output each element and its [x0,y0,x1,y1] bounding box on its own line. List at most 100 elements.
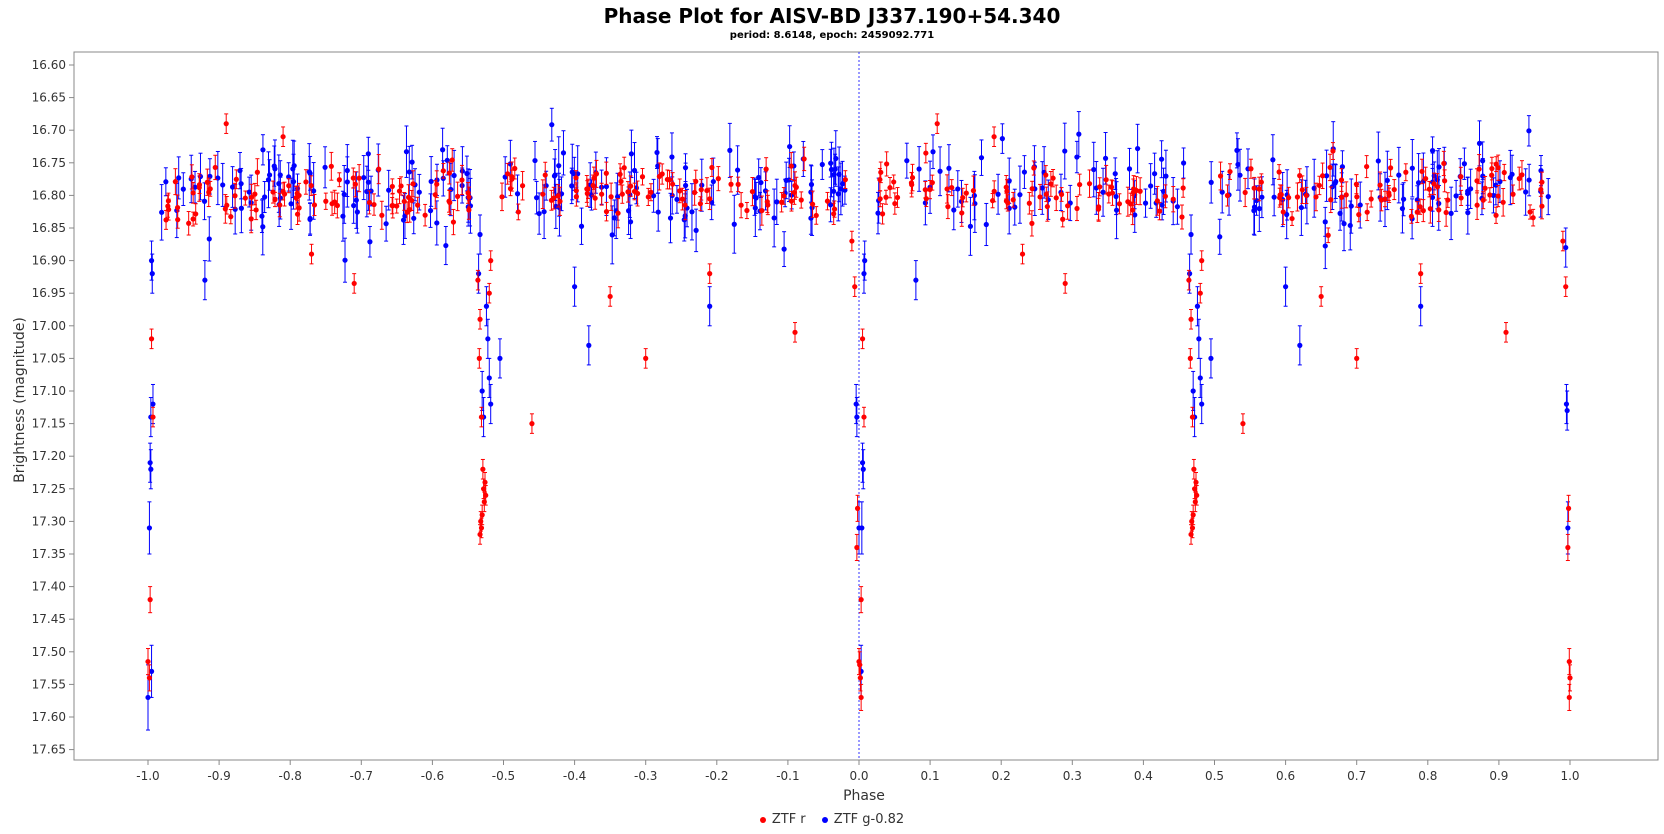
data-point [590,182,596,189]
data-point [410,181,416,187]
data-point [509,173,515,180]
data-point [983,221,989,228]
data-point [792,182,798,189]
y-tick-label: 16.70 [32,123,66,137]
data-point [1219,189,1225,195]
y-tick-label: 16.75 [32,156,66,170]
data-point [704,187,710,194]
data-point [1258,179,1264,185]
data-point [464,170,470,177]
data-point [1441,160,1447,167]
plot-frame [73,51,1659,761]
data-point [1423,176,1429,182]
data-point [1480,158,1486,164]
data-point [1193,479,1199,485]
data-point [163,217,169,223]
data-point [150,414,156,420]
data-point [1029,220,1035,226]
data-point [879,211,886,217]
data-point [1480,197,1486,203]
data-point [449,157,455,163]
data-point [831,211,837,217]
data-point [159,209,165,215]
data-point [206,236,212,242]
data-point [201,198,208,204]
y-tick-label: 17.25 [32,482,66,496]
data-point [759,208,765,214]
data-point [1297,342,1303,348]
data-point [615,210,621,216]
data-point [288,201,294,207]
data-point [328,163,334,169]
x-tick-label: -0.6 [421,769,444,783]
data-point [781,193,787,199]
data-point [849,238,855,244]
data-point [1174,204,1181,210]
data-point [352,181,358,187]
data-point [682,202,688,208]
data-point [894,194,901,201]
data-point [1503,329,1509,335]
data-point [497,355,503,361]
x-tick-label: -0.5 [492,769,515,783]
data-point [466,207,472,213]
data-point [356,175,362,181]
data-point [970,188,977,194]
data-point [1003,184,1009,190]
data-point [1113,193,1119,200]
data-point [677,188,683,194]
data-point [163,179,169,185]
data-point [1510,191,1516,197]
data-point [667,215,674,221]
data-point [798,197,804,203]
data-point [854,414,860,420]
data-point [1500,199,1506,205]
data-point [631,188,638,195]
data-point [1538,186,1544,193]
data-point [1043,172,1049,178]
data-point [364,188,370,195]
data-point [459,177,465,183]
data-point [286,183,292,189]
data-point [1357,202,1363,208]
data-point [1526,177,1532,183]
data-point [480,466,486,472]
data-point [555,193,561,199]
data-point [1330,148,1336,154]
data-point [1519,172,1525,178]
y-axis-label: Brightness (magnitude) [12,317,28,483]
data-point [852,284,858,290]
data-point [599,191,605,197]
data-point [904,158,910,164]
data-point [1526,128,1532,134]
data-point [963,190,969,196]
data-point [1112,171,1118,177]
data-point [308,251,315,257]
data-point [186,220,192,226]
data-point [1339,164,1346,170]
data-point [220,182,226,188]
data-point [478,518,484,525]
data-point [771,215,777,221]
data-point [322,164,328,170]
data-point [1418,303,1424,309]
data-point [1190,388,1196,394]
data-point [249,194,255,200]
data-point [447,199,453,206]
data-point [1313,194,1319,200]
data-point [1048,181,1054,187]
data-point [1199,401,1205,407]
data-point [731,221,737,227]
data-point [379,212,385,218]
data-point [193,211,199,217]
data-point [486,290,492,296]
data-point [1133,187,1140,194]
data-point [930,149,936,155]
y-tick-label: 17.65 [32,743,66,757]
data-point [1348,203,1354,209]
data-point [512,165,518,172]
data-point [334,202,340,209]
data-point [1426,186,1432,192]
data-point [190,216,196,222]
data-point [929,180,935,186]
